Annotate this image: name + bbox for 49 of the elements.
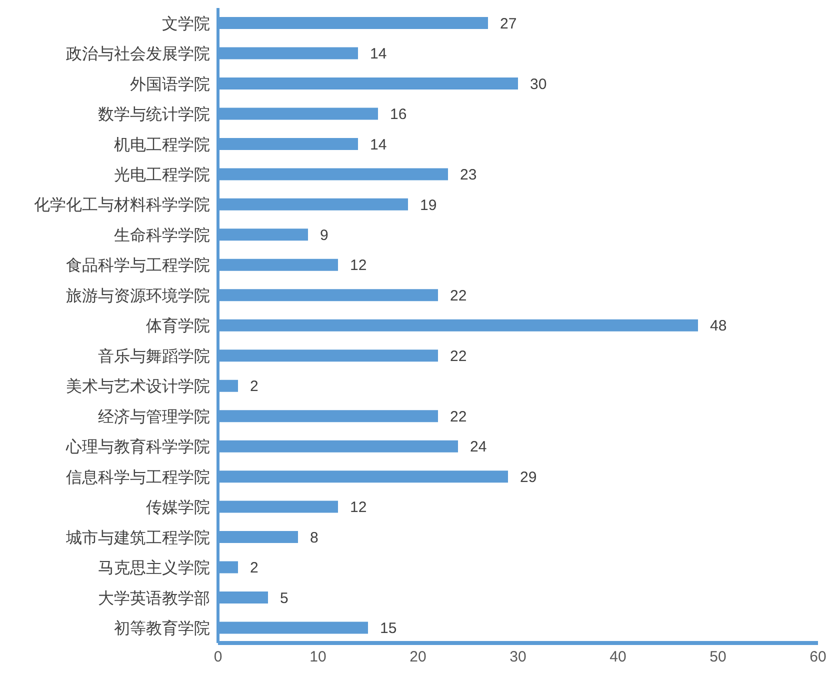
data-label: 27 bbox=[500, 15, 517, 32]
x-tick-label: 50 bbox=[710, 648, 726, 666]
y-tick-label: 旅游与资源环境学院 bbox=[66, 286, 210, 305]
y-tick-label: 生命科学学院 bbox=[114, 226, 210, 244]
data-label: 2 bbox=[250, 378, 258, 396]
x-tick-label: 60 bbox=[810, 648, 826, 666]
y-tick-label: 大学英语教学部 bbox=[98, 589, 210, 608]
data-label: 14 bbox=[370, 136, 387, 154]
data-label: 29 bbox=[520, 468, 537, 486]
data-label: 12 bbox=[350, 257, 367, 274]
y-tick-label: 外国语学院 bbox=[130, 75, 210, 94]
data-label: 48 bbox=[710, 318, 727, 335]
data-label: 15 bbox=[380, 620, 397, 638]
data-label: 2 bbox=[250, 560, 258, 577]
data-label: 8 bbox=[310, 529, 318, 546]
data-label: 23 bbox=[460, 166, 477, 184]
y-tick-label: 马克思主义学院 bbox=[98, 559, 210, 578]
data-label: 12 bbox=[350, 499, 367, 516]
data-label: 5 bbox=[280, 590, 288, 607]
y-tick-label: 文学院 bbox=[162, 14, 210, 33]
y-tick-label: 传媒学院 bbox=[146, 498, 210, 517]
y-tick-label: 光电工程学院 bbox=[114, 166, 210, 184]
x-tick-label: 20 bbox=[410, 648, 426, 666]
data-label: 22 bbox=[450, 408, 467, 426]
y-tick-label: 城市与建筑工程学院 bbox=[65, 528, 210, 547]
data-label: 30 bbox=[530, 76, 547, 93]
data-label: 24 bbox=[470, 438, 487, 456]
data-label: 22 bbox=[450, 287, 467, 304]
y-tick-label: 心理与教育科学学院 bbox=[65, 438, 210, 456]
x-tick-label: 0 bbox=[214, 648, 222, 666]
y-tick-label: 体育学院 bbox=[146, 317, 210, 336]
y-tick-label: 经济与管理学院 bbox=[98, 408, 210, 426]
data-label: 19 bbox=[420, 196, 437, 214]
data-label: 16 bbox=[390, 106, 407, 124]
y-tick-label: 数学与统计学院 bbox=[98, 106, 210, 124]
data-label: 9 bbox=[320, 226, 328, 244]
x-tick-label: 40 bbox=[610, 648, 626, 666]
y-tick-label: 政治与社会发展学院 bbox=[66, 45, 210, 64]
y-tick-label: 音乐与舞蹈学院 bbox=[98, 347, 210, 366]
y-tick-label: 机电工程学院 bbox=[114, 136, 210, 154]
data-label: 14 bbox=[370, 46, 387, 63]
x-tick-label: 10 bbox=[310, 648, 326, 666]
y-tick-label: 食品科学与工程学院 bbox=[66, 256, 210, 275]
y-tick-label: 美术与艺术设计学院 bbox=[66, 378, 210, 396]
x-tick-label: 30 bbox=[510, 648, 526, 666]
y-tick-label: 初等教育学院 bbox=[114, 620, 210, 638]
y-tick-label: 化学化工与材料科学学院 bbox=[34, 196, 210, 214]
y-tick-label: 信息科学与工程学院 bbox=[66, 468, 210, 486]
data-label: 22 bbox=[450, 348, 467, 365]
